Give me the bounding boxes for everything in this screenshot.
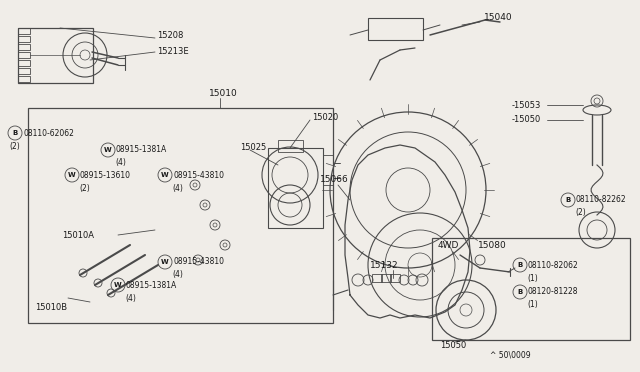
Text: 08915-1381A: 08915-1381A (126, 280, 177, 289)
Text: W: W (114, 282, 122, 288)
Bar (268, 148, 323, 228)
Text: -15053: -15053 (512, 100, 541, 109)
Text: 08110-82062: 08110-82062 (528, 260, 579, 269)
Text: (2): (2) (575, 208, 586, 218)
Text: B: B (517, 262, 523, 268)
Text: (4): (4) (115, 158, 126, 167)
Bar (390, 274, 400, 282)
Text: 15010A: 15010A (62, 231, 94, 240)
Text: 08915-43810: 08915-43810 (173, 257, 224, 266)
Bar (432, 238, 630, 340)
Text: (2): (2) (10, 141, 20, 151)
Text: 15066: 15066 (320, 176, 349, 185)
Text: W: W (104, 147, 112, 153)
Bar (278, 140, 303, 152)
Text: (1): (1) (527, 301, 538, 310)
Text: 15025: 15025 (240, 144, 266, 153)
Bar (18, 28, 93, 83)
Text: 15010B: 15010B (35, 304, 67, 312)
Text: 15213E: 15213E (157, 48, 189, 57)
Text: W: W (161, 259, 169, 265)
Text: 08915-1381A: 08915-1381A (116, 145, 167, 154)
Text: 15132: 15132 (370, 260, 399, 269)
Text: W: W (68, 172, 76, 178)
Bar (18, 44, 30, 50)
Bar (18, 28, 30, 34)
Text: 15010: 15010 (209, 89, 237, 97)
Bar (18, 36, 30, 42)
Bar (381, 274, 391, 282)
Text: (4): (4) (125, 294, 136, 302)
Text: B: B (565, 197, 571, 203)
Text: (4): (4) (172, 183, 183, 192)
Text: 15040: 15040 (484, 13, 513, 22)
Text: (4): (4) (172, 270, 183, 279)
Bar (368, 18, 423, 40)
Text: 15208: 15208 (157, 32, 184, 41)
Text: W: W (161, 172, 169, 178)
Bar (18, 68, 30, 74)
Bar (372, 274, 382, 282)
Text: B: B (12, 130, 18, 136)
Text: (2): (2) (79, 183, 90, 192)
Text: -15050: -15050 (512, 115, 541, 125)
Bar (323, 155, 333, 185)
Text: ^ 50\0009: ^ 50\0009 (490, 350, 531, 359)
Text: (1): (1) (527, 273, 538, 282)
Text: 08915-13610: 08915-13610 (80, 170, 131, 180)
Bar (18, 52, 30, 58)
Text: 15020: 15020 (312, 113, 339, 122)
Text: 15050: 15050 (440, 340, 467, 350)
Bar (18, 60, 30, 66)
Bar (28, 108, 333, 323)
Bar (18, 76, 30, 82)
Text: 08110-62062: 08110-62062 (23, 128, 74, 138)
Text: 08915-43810: 08915-43810 (173, 170, 224, 180)
Text: B: B (517, 289, 523, 295)
Text: 15080: 15080 (478, 241, 507, 250)
Text: 4WD: 4WD (438, 241, 460, 250)
Text: 08120-81228: 08120-81228 (528, 288, 579, 296)
Text: 08110-82262: 08110-82262 (576, 196, 627, 205)
